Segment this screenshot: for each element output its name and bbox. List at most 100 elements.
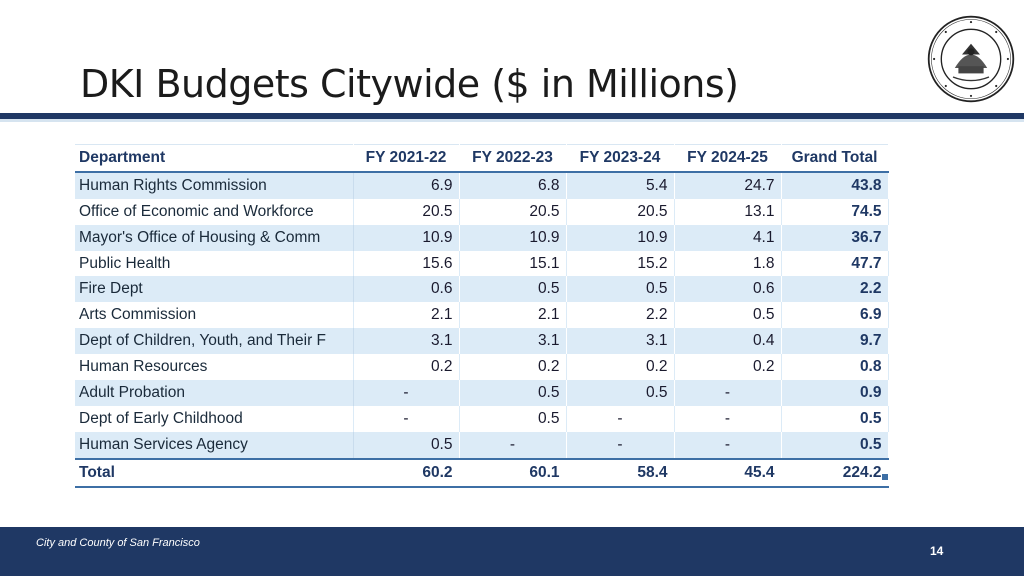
table-row: Mayor's Office of Housing & Comm 10.9 10… [75, 224, 889, 251]
cell-value: 6.9 [353, 171, 460, 199]
cell-grand-total: 2.2 [781, 276, 889, 303]
footer-org-name: City and County of San Francisco [36, 537, 200, 549]
cell-value: - [566, 431, 675, 459]
table-row: Public Health 15.6 15.1 15.2 1.8 47.7 [75, 250, 889, 277]
cell-department: Fire Dept [75, 276, 354, 303]
table-row: Dept of Children, Youth, and Their F 3.1… [75, 328, 889, 355]
cell-value: 20.5 [566, 198, 675, 225]
cell-value: 15.2 [566, 250, 675, 277]
city-seal-icon [927, 15, 1015, 103]
cell-value: 0.5 [459, 405, 567, 432]
cell-value: 3.1 [353, 328, 460, 355]
budget-table: Department FY 2021-22 FY 2022-23 FY 2023… [75, 143, 889, 488]
cell-value: 0.2 [566, 354, 675, 381]
cell-value: - [674, 405, 782, 432]
cell-department: Mayor's Office of Housing & Comm [75, 224, 354, 251]
cell-value: 0.5 [566, 380, 675, 406]
cell-department: Human Services Agency [75, 431, 354, 459]
cell-grand-total: 36.7 [781, 224, 889, 251]
cell-value: - [353, 380, 460, 406]
table-row: Office of Economic and Workforce 20.5 20… [75, 198, 889, 225]
cell-grand-total: 6.9 [781, 302, 889, 329]
cell-value: - [566, 405, 675, 432]
cell-grand-total: 43.8 [781, 171, 889, 199]
cell-value: 2.1 [353, 302, 460, 329]
total-value: 60.2 [353, 457, 460, 488]
cell-grand-total: 0.8 [781, 354, 889, 381]
cell-value: 10.9 [566, 224, 675, 251]
cell-value: 0.5 [353, 431, 460, 459]
cell-value: 0.4 [674, 328, 782, 355]
cell-value: 2.1 [459, 302, 567, 329]
cell-value: 2.2 [566, 302, 675, 329]
cell-value: 10.9 [459, 224, 567, 251]
table-row: Human Rights Commission 6.9 6.8 5.4 24.7… [75, 171, 889, 199]
table-row: Adult Probation - 0.5 0.5 - 0.9 [75, 380, 889, 406]
cell-grand-total: 0.5 [781, 405, 889, 432]
cell-value: 20.5 [459, 198, 567, 225]
header-department: Department [75, 143, 354, 173]
title-rule [0, 113, 1024, 119]
cell-department: Dept of Early Childhood [75, 405, 354, 432]
cell-department: Office of Economic and Workforce [75, 198, 354, 225]
header-grand-total: Grand Total [781, 143, 889, 173]
cell-value: 24.7 [674, 171, 782, 199]
cell-value: 5.4 [566, 171, 675, 199]
cell-value: 0.2 [674, 354, 782, 381]
table-row: Arts Commission 2.1 2.1 2.2 0.5 6.9 [75, 302, 889, 329]
cell-value: 15.1 [459, 250, 567, 277]
cell-value: 0.6 [353, 276, 460, 303]
cell-value: 0.5 [566, 276, 675, 303]
cell-department: Dept of Children, Youth, and Their F [75, 328, 354, 355]
page-number: 14 [930, 544, 944, 558]
total-value: 60.1 [459, 457, 567, 488]
cell-value: 3.1 [566, 328, 675, 355]
cell-value: - [674, 431, 782, 459]
cell-grand-total: 74.5 [781, 198, 889, 225]
table-row: Human Services Agency 0.5 - - - 0.5 [75, 431, 889, 459]
cell-value: 13.1 [674, 198, 782, 225]
header-fy2021-22: FY 2021-22 [353, 143, 460, 173]
cell-value: 0.2 [353, 354, 460, 381]
cell-department: Public Health [75, 250, 354, 277]
header-fy2024-25: FY 2024-25 [674, 143, 782, 173]
cell-value: 0.5 [459, 380, 567, 406]
cell-department: Arts Commission [75, 302, 354, 329]
cell-value: - [459, 431, 567, 459]
total-value: 58.4 [566, 457, 675, 488]
cell-value: 6.8 [459, 171, 567, 199]
table-row: Fire Dept 0.6 0.5 0.5 0.6 2.2 [75, 276, 889, 303]
table-header-row: Department FY 2021-22 FY 2022-23 FY 2023… [75, 143, 889, 173]
cell-value: 0.6 [674, 276, 782, 303]
cell-value: 4.1 [674, 224, 782, 251]
total-value: 45.4 [674, 457, 782, 488]
header-fy2023-24: FY 2023-24 [566, 143, 675, 173]
cell-value: 10.9 [353, 224, 460, 251]
table-row: Human Resources 0.2 0.2 0.2 0.2 0.8 [75, 354, 889, 381]
cell-value: - [353, 405, 460, 432]
cell-value: 1.8 [674, 250, 782, 277]
title-rule-accent [0, 119, 1024, 122]
cell-value: 20.5 [353, 198, 460, 225]
cell-value: 0.2 [459, 354, 567, 381]
header-fy2022-23: FY 2022-23 [459, 143, 567, 173]
table-total-row: Total 60.2 60.1 58.4 45.4 224.2 [75, 457, 889, 488]
cell-grand-total: 0.5 [781, 431, 889, 459]
cell-department: Human Resources [75, 354, 354, 381]
cell-value: - [674, 380, 782, 406]
slide-title: DKI Budgets Citywide ($ in Millions) [80, 62, 739, 106]
table-resize-handle-icon [882, 474, 888, 480]
cell-value: 15.6 [353, 250, 460, 277]
cell-department: Adult Probation [75, 380, 354, 406]
cell-grand-total: 9.7 [781, 328, 889, 355]
footer-bar: City and County of San Francisco 14 [0, 527, 1024, 576]
table-row: Dept of Early Childhood - 0.5 - - 0.5 [75, 405, 889, 432]
cell-value: 0.5 [674, 302, 782, 329]
cell-grand-total: 0.9 [781, 380, 889, 406]
cell-value: 0.5 [459, 276, 567, 303]
cell-department: Human Rights Commission [75, 171, 354, 199]
cell-grand-total: 47.7 [781, 250, 889, 277]
total-label: Total [75, 457, 354, 488]
total-grand-total: 224.2 [781, 457, 889, 488]
cell-value: 3.1 [459, 328, 567, 355]
